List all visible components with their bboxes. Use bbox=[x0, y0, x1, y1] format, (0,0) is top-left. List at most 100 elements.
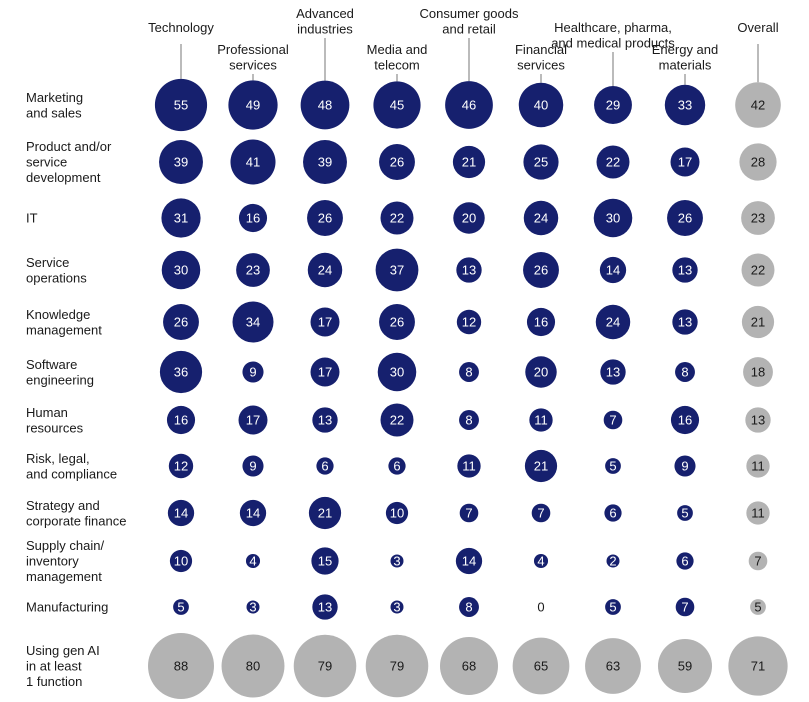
bubble-risk-legal-compliance-energy-and-materials: 9 bbox=[674, 455, 696, 477]
bubble-value: 48 bbox=[318, 98, 332, 113]
bubble-circle bbox=[459, 503, 479, 523]
bubble-circle bbox=[674, 455, 696, 477]
bubble-using-gen-ai-at-least-1-function-financial-services: 65 bbox=[512, 637, 570, 695]
bubble-circle bbox=[173, 599, 189, 615]
bubble-knowledge-management-media-and-telecom: 26 bbox=[379, 304, 415, 340]
bubble-software-engineering-healthcare-pharma-medical: 13 bbox=[600, 359, 626, 385]
bubble-value: 12 bbox=[174, 459, 188, 474]
bubble-value: 17 bbox=[318, 315, 332, 330]
bubble-circle bbox=[238, 405, 268, 435]
bubble-circle bbox=[380, 403, 414, 437]
bubble-it-technology: 31 bbox=[161, 198, 201, 238]
bubble-value: 24 bbox=[606, 315, 620, 330]
bubble-using-gen-ai-at-least-1-function-healthcare-pharma-medical: 63 bbox=[585, 638, 641, 694]
bubble-value: 7 bbox=[681, 600, 688, 615]
bubble-circle bbox=[523, 200, 559, 236]
bubble-circle bbox=[310, 357, 340, 387]
bubble-value: 8 bbox=[465, 600, 472, 615]
bubble-value: 79 bbox=[390, 659, 404, 674]
bubble-value: 65 bbox=[534, 659, 548, 674]
bubble-risk-legal-compliance-consumer-goods-and-retail: 11 bbox=[457, 454, 481, 478]
bubble-value: 13 bbox=[318, 413, 332, 428]
bubble-value: 39 bbox=[174, 155, 188, 170]
bubble-circle bbox=[373, 81, 421, 129]
bubble-circle bbox=[300, 80, 350, 130]
bubble-circle bbox=[677, 505, 693, 521]
column-label-energy-and-materials: Energy and materials bbox=[652, 42, 719, 73]
bubble-value: 11 bbox=[751, 506, 765, 521]
bubble-circle bbox=[512, 637, 570, 695]
bubble-value: 49 bbox=[246, 98, 260, 113]
bubble-human-resources-advanced-industries: 13 bbox=[312, 407, 338, 433]
bubble-it-energy-and-materials: 26 bbox=[667, 200, 703, 236]
bubble-value: 22 bbox=[390, 211, 404, 226]
bubble-circle bbox=[379, 304, 415, 340]
bubble-circle bbox=[379, 144, 415, 180]
bubble-value: 79 bbox=[318, 659, 332, 674]
bubble-human-resources-financial-services: 11 bbox=[529, 408, 553, 432]
bubble-marketing-and-sales-technology: 55 bbox=[154, 78, 208, 132]
bubble-supply-chain-inventory-media-and-telecom: 3 bbox=[390, 554, 404, 569]
bubble-service-operations-healthcare-pharma-medical: 14 bbox=[599, 256, 627, 284]
bubble-value: 10 bbox=[174, 554, 188, 569]
bubble-value: 39 bbox=[318, 155, 332, 170]
bubble-circle bbox=[672, 309, 698, 335]
bubble-circle bbox=[676, 552, 694, 570]
bubble-value: 14 bbox=[606, 263, 620, 278]
bubble-value: 36 bbox=[174, 365, 188, 380]
bubble-circle bbox=[746, 454, 770, 478]
bubble-value: 13 bbox=[606, 365, 620, 380]
bubble-it-overall: 23 bbox=[741, 201, 775, 235]
bubble-circle bbox=[380, 201, 414, 235]
row-label-supply-chain-inventory: Supply chain/inventory management bbox=[26, 538, 104, 584]
bubble-value: 71 bbox=[751, 659, 765, 674]
bubble-circle bbox=[595, 304, 631, 340]
bubble-value: 6 bbox=[393, 459, 400, 474]
bubble-circle bbox=[600, 359, 626, 385]
bubble-manufacturing-healthcare-pharma-medical: 5 bbox=[605, 599, 621, 615]
bubble-value: 21 bbox=[534, 459, 548, 474]
bubble-risk-legal-compliance-advanced-industries: 6 bbox=[316, 457, 334, 475]
bubble-value: 13 bbox=[318, 600, 332, 615]
bubble-circle bbox=[316, 457, 334, 475]
bubble-value: 7 bbox=[465, 506, 472, 521]
bubble-marketing-and-sales-financial-services: 40 bbox=[518, 82, 564, 128]
bubble-value: 24 bbox=[534, 211, 548, 226]
row-label-it: IT bbox=[26, 211, 38, 226]
column-label-advanced-industries: Advanced industries bbox=[296, 6, 354, 37]
bubble-value: 20 bbox=[462, 211, 476, 226]
bubble-service-operations-consumer-goods-and-retail: 13 bbox=[456, 257, 482, 283]
bubble-product-service-development-healthcare-pharma-medical: 22 bbox=[596, 145, 630, 179]
bubble-product-service-development-professional-services: 41 bbox=[230, 139, 276, 185]
bubble-circle bbox=[246, 600, 260, 614]
bubble-human-resources-consumer-goods-and-retail: 8 bbox=[459, 410, 479, 430]
bubble-value: 26 bbox=[318, 211, 332, 226]
column-connector-lines bbox=[180, 38, 759, 87]
bubble-software-engineering-financial-services: 20 bbox=[525, 356, 557, 388]
bubble-value: 16 bbox=[174, 413, 188, 428]
bubble-circle bbox=[599, 256, 627, 284]
bubble-value: 25 bbox=[534, 155, 548, 170]
bubble-value: 17 bbox=[678, 155, 692, 170]
bubble-supply-chain-inventory-overall: 7 bbox=[748, 551, 768, 571]
bubble-circle bbox=[245, 553, 261, 569]
bubble-circle bbox=[524, 449, 558, 483]
bubble-circle bbox=[518, 82, 564, 128]
bubble-software-engineering-energy-and-materials: 8 bbox=[675, 362, 695, 382]
bubble-value: 18 bbox=[751, 365, 765, 380]
bubble-circle bbox=[604, 504, 622, 522]
bubble-service-operations-professional-services: 23 bbox=[236, 253, 270, 287]
bubble-circle bbox=[310, 307, 340, 337]
bubble-value: 28 bbox=[751, 155, 765, 170]
bubble-circle bbox=[457, 454, 481, 478]
bubble-value: 7 bbox=[754, 554, 761, 569]
bubble-circle bbox=[312, 594, 338, 620]
bubble-risk-legal-compliance-technology: 12 bbox=[168, 453, 194, 479]
bubble-value: 13 bbox=[678, 263, 692, 278]
bubble-manufacturing-consumer-goods-and-retail: 8 bbox=[459, 597, 479, 617]
bubble-value: 0 bbox=[537, 600, 544, 615]
bubble-using-gen-ai-at-least-1-function-professional-services: 80 bbox=[221, 634, 285, 698]
bubble-human-resources-energy-and-materials: 16 bbox=[670, 405, 700, 435]
bubble-value: 8 bbox=[465, 413, 472, 428]
bubble-value: 2 bbox=[609, 554, 616, 569]
